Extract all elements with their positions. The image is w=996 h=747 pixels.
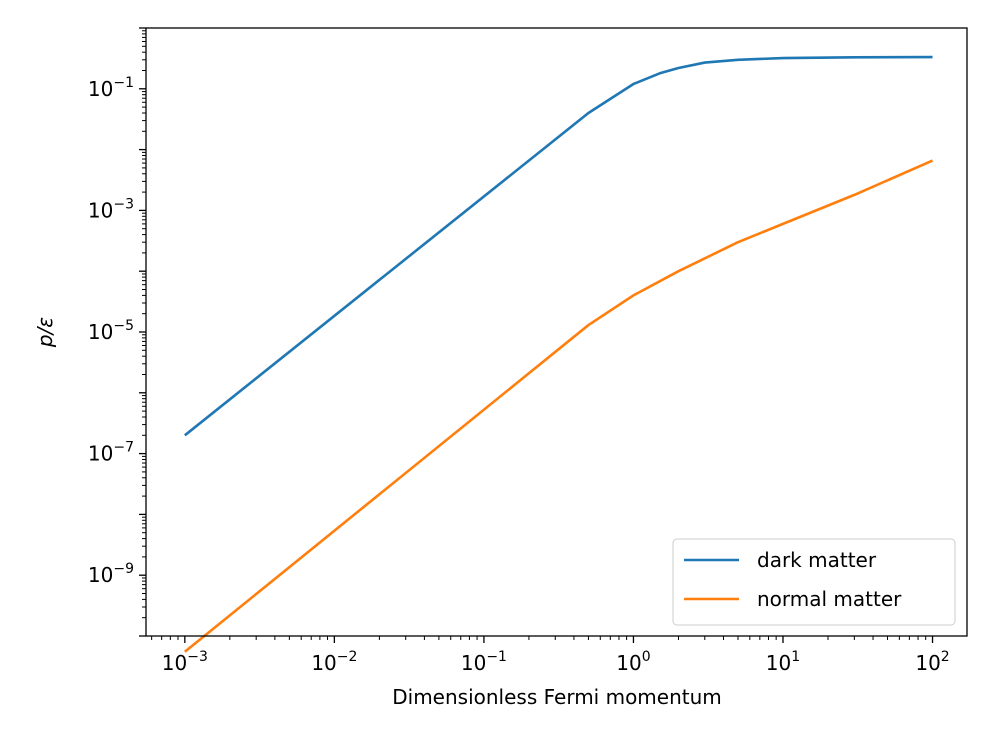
x-tick-label: 10−1	[461, 649, 507, 675]
legend: dark matter normal matter	[672, 538, 956, 626]
y-tick-label: 10−3	[88, 196, 134, 222]
y-tick-label: 10−5	[88, 318, 134, 344]
series-layer	[184, 55, 934, 653]
y-tick-label: 10−1	[88, 75, 134, 101]
x-tick-label: 10−2	[311, 649, 357, 675]
legend-box	[672, 538, 956, 626]
y-axis-ticks: 10−1 10−3 10−5 10−7 10−9	[88, 27, 146, 637]
y-tick-label: 10−7	[88, 440, 134, 466]
x-tick-label: 101	[766, 649, 800, 675]
y-tick-label: 10−9	[88, 561, 134, 587]
x-tick-label: 102	[915, 649, 949, 675]
x-tick-label: 100	[616, 649, 650, 675]
x-tick-label: 10−3	[162, 649, 208, 675]
series-line-normal-matter	[184, 159, 934, 653]
y-axis-label: p/ε	[33, 317, 57, 348]
legend-label-dark-matter: dark matter	[757, 548, 877, 572]
x-axis-ticks: 10−3 10−2 10−1 100 101 102	[151, 636, 950, 675]
series-line-dark-matter	[184, 55, 933, 437]
legend-label-normal-matter: normal matter	[757, 587, 902, 611]
x-axis-label: Dimensionless Fermi momentum	[392, 685, 722, 709]
